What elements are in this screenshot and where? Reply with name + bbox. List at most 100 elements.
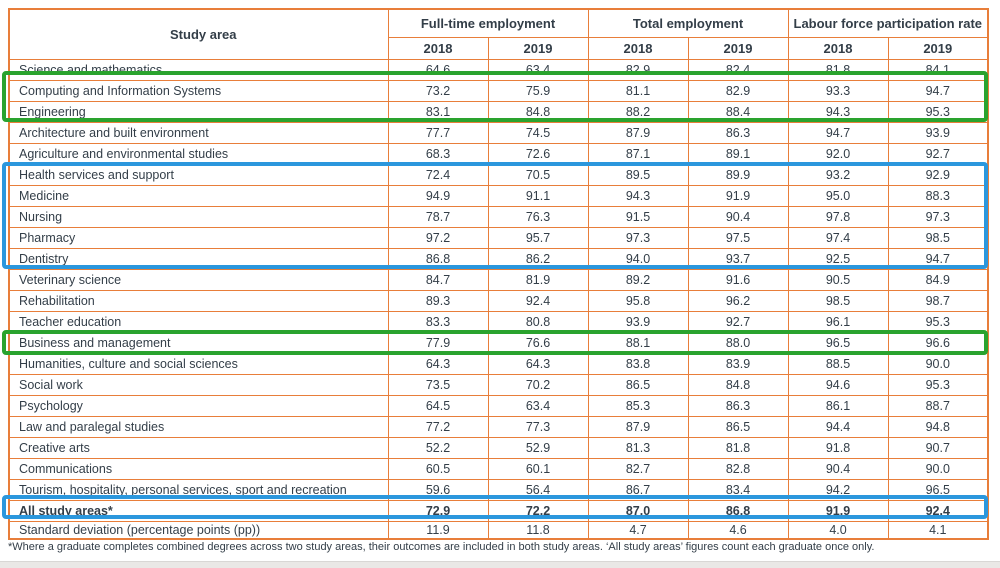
value-cell: 78.7 <box>387 205 489 228</box>
table-row: Dentistry 86.8 86.2 94.0 93.7 92.5 94.7 <box>8 247 989 270</box>
study-area-cell: Psychology <box>8 394 389 417</box>
table-row: Veterinary science 84.7 81.9 89.2 91.6 90.5 84… <box>8 268 989 291</box>
value-cell: 86.1 <box>787 394 889 417</box>
value-cell: 86.3 <box>687 394 789 417</box>
value-cell: 94.2 <box>787 478 889 501</box>
year-header: 2018 <box>787 36 889 60</box>
study-area-cell: Computing and Information Systems <box>8 79 389 102</box>
value-cell: 81.3 <box>587 436 689 459</box>
value-cell: 77.3 <box>487 415 589 438</box>
year-header: 2019 <box>687 36 789 60</box>
value-cell: 88.1 <box>587 331 689 354</box>
value-cell: 95.8 <box>587 289 689 312</box>
value-cell: 82.4 <box>687 58 789 81</box>
value-cell: 96.5 <box>787 331 889 354</box>
study-area-cell: Teacher education <box>8 310 389 333</box>
value-cell: 4.1 <box>887 520 989 540</box>
value-cell: 77.2 <box>387 415 489 438</box>
value-cell: 93.2 <box>787 163 889 186</box>
table-row: Communications 60.5 60.1 82.7 82.8 90.4 90.0 <box>8 457 989 480</box>
value-cell: 96.1 <box>787 310 889 333</box>
value-cell: 97.4 <box>787 226 889 249</box>
value-cell: 91.9 <box>787 499 889 522</box>
value-cell: 90.0 <box>887 352 989 375</box>
value-cell: 96.5 <box>887 478 989 501</box>
value-cell: 84.1 <box>887 58 989 81</box>
value-cell: 92.5 <box>787 247 889 270</box>
value-cell: 83.1 <box>387 100 489 123</box>
value-cell: 72.2 <box>487 499 589 522</box>
value-cell: 89.5 <box>587 163 689 186</box>
study-area-cell: Creative arts <box>8 436 389 459</box>
value-cell: 88.0 <box>687 331 789 354</box>
value-cell: 89.9 <box>687 163 789 186</box>
value-cell: 86.8 <box>687 499 789 522</box>
value-cell: 92.7 <box>687 310 789 333</box>
value-cell: 86.5 <box>687 415 789 438</box>
table-row: Science and mathematics 64.6 63.4 82.9 82.4 8… <box>8 58 989 81</box>
value-cell: 89.3 <box>387 289 489 312</box>
value-cell: 63.4 <box>487 58 589 81</box>
value-cell: 91.1 <box>487 184 589 207</box>
table-row: Tourism, hospitality, personal services,… <box>8 478 989 501</box>
value-cell: 97.3 <box>587 226 689 249</box>
study-area-cell: Tourism, hospitality, personal services,… <box>8 478 389 501</box>
value-cell: 73.5 <box>387 373 489 396</box>
table-row: Standard deviation (percentage points (p… <box>8 520 989 540</box>
table-row: Law and paralegal studies 77.2 77.3 87.9 86.… <box>8 415 989 438</box>
value-cell: 84.8 <box>487 100 589 123</box>
value-cell: 97.2 <box>387 226 489 249</box>
value-cell: 90.0 <box>887 457 989 480</box>
value-cell: 83.4 <box>687 478 789 501</box>
value-cell: 97.8 <box>787 205 889 228</box>
value-cell: 94.0 <box>587 247 689 270</box>
study-area-cell: Humanities, culture and social sciences <box>8 352 389 375</box>
table-row: Social work 73.5 70.2 86.5 84.8 94.6 95.3 <box>8 373 989 396</box>
table-row: Health services and support 72.4 70.5 89.5 8… <box>8 163 989 186</box>
value-cell: 86.2 <box>487 247 589 270</box>
value-cell: 56.4 <box>487 478 589 501</box>
table-row: All study areas* 72.9 72.2 87.0 86.8 91.9 92.4 <box>8 499 989 522</box>
value-cell: 70.2 <box>487 373 589 396</box>
value-cell: 52.9 <box>487 436 589 459</box>
value-cell: 91.6 <box>687 268 789 291</box>
value-cell: 98.5 <box>887 226 989 249</box>
value-cell: 95.0 <box>787 184 889 207</box>
value-cell: 77.9 <box>387 331 489 354</box>
study-area-cell: Communications <box>8 457 389 480</box>
table-row: Pharmacy 97.2 95.7 97.3 97.5 97.4 98.5 <box>8 226 989 249</box>
value-cell: 92.0 <box>787 142 889 165</box>
value-cell: 94.9 <box>387 184 489 207</box>
study-area-cell: Nursing <box>8 205 389 228</box>
table-row: Business and management 77.9 76.6 88.1 88.0 9… <box>8 331 989 354</box>
value-cell: 70.5 <box>487 163 589 186</box>
value-cell: 86.3 <box>687 121 789 144</box>
value-cell: 83.9 <box>687 352 789 375</box>
value-cell: 87.9 <box>587 415 689 438</box>
value-cell: 90.4 <box>787 457 889 480</box>
value-cell: 81.1 <box>587 79 689 102</box>
study-area-cell: Pharmacy <box>8 226 389 249</box>
value-cell: 95.3 <box>887 100 989 123</box>
value-cell: 93.9 <box>587 310 689 333</box>
value-cell: 76.6 <box>487 331 589 354</box>
value-cell: 96.6 <box>887 331 989 354</box>
study-area-cell: Rehabilitation <box>8 289 389 312</box>
column-group-full-time-employment: Full-time employment <box>387 8 589 38</box>
study-area-cell: Medicine <box>8 184 389 207</box>
graduate-outcomes-table: Study area Full-time employment Total em… <box>8 8 990 540</box>
value-cell: 90.7 <box>887 436 989 459</box>
value-cell: 96.2 <box>687 289 789 312</box>
value-cell: 83.8 <box>587 352 689 375</box>
value-cell: 93.7 <box>687 247 789 270</box>
value-cell: 84.7 <box>387 268 489 291</box>
value-cell: 94.7 <box>887 247 989 270</box>
value-cell: 72.6 <box>487 142 589 165</box>
value-cell: 82.7 <box>587 457 689 480</box>
value-cell: 87.0 <box>587 499 689 522</box>
value-cell: 80.8 <box>487 310 589 333</box>
study-area-column-header: Study area <box>8 8 389 60</box>
study-area-cell: Agriculture and environmental studies <box>8 142 389 165</box>
value-cell: 92.4 <box>487 289 589 312</box>
value-cell: 93.3 <box>787 79 889 102</box>
